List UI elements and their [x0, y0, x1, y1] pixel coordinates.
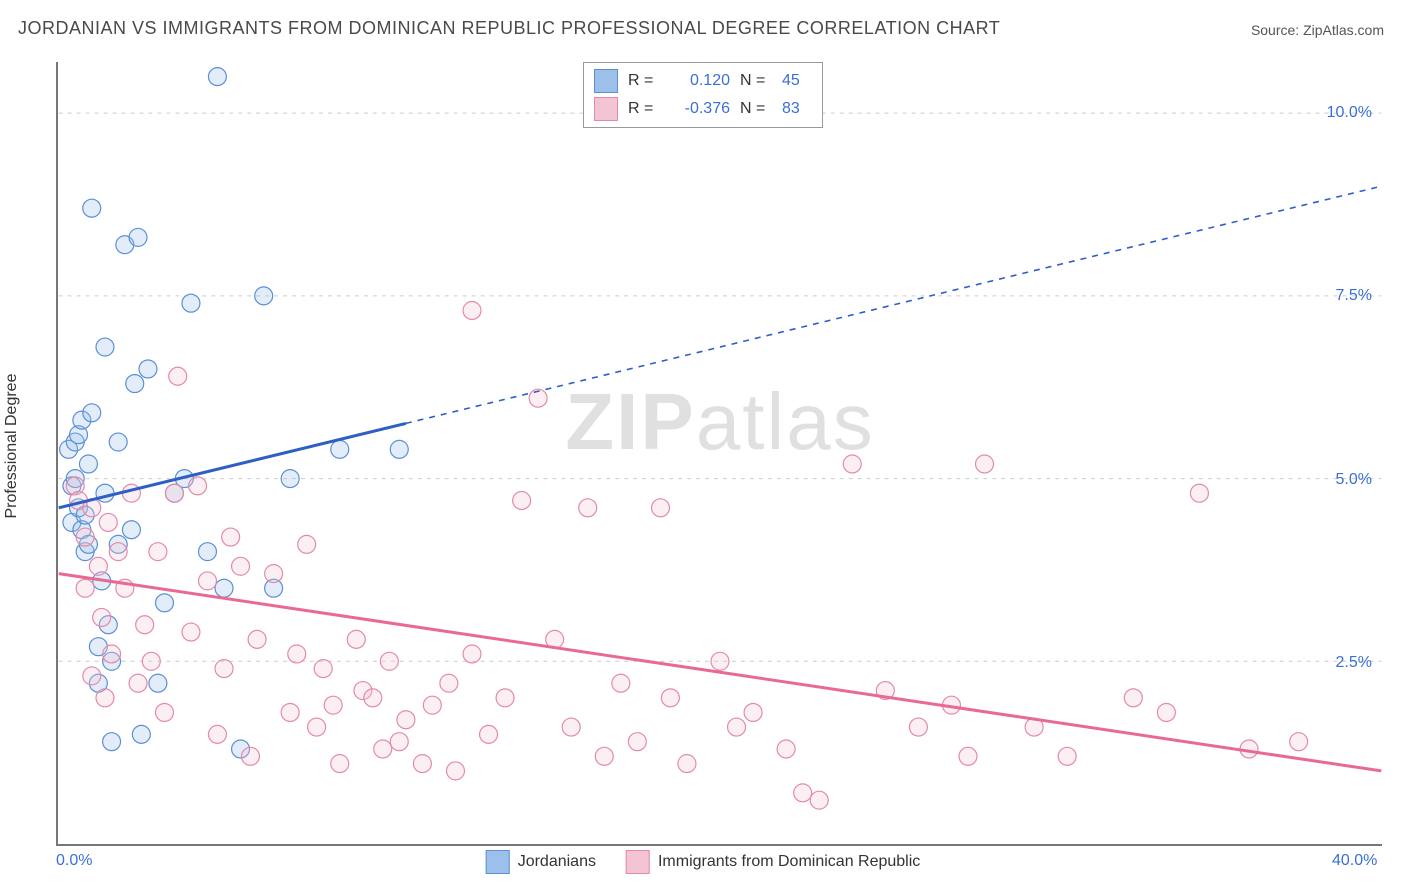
x-tick-label: 40.0%: [1332, 852, 1377, 870]
y-tick-label: 7.5%: [1336, 287, 1372, 305]
legend-series-swatch-0: [486, 850, 510, 874]
legend-r-value-1: -0.376: [670, 100, 730, 118]
legend-stats-row-0: R = 0.120 N = 45: [594, 67, 812, 95]
legend-n-value-1: 83: [782, 100, 812, 118]
chart-title: JORDANIAN VS IMMIGRANTS FROM DOMINICAN R…: [18, 18, 1000, 39]
legend-series-label-0: Jordanians: [518, 853, 596, 871]
legend-n-value-0: 45: [782, 72, 812, 90]
legend-n-label-1: N =: [740, 100, 772, 118]
chart-svg: [58, 62, 1382, 844]
plot-area: ZIPatlas 2.5%5.0%7.5%10.0%: [56, 62, 1382, 846]
legend-r-value-0: 0.120: [670, 72, 730, 90]
legend-stats: R = 0.120 N = 45 R = -0.376 N = 83: [583, 62, 823, 128]
legend-stats-row-1: R = -0.376 N = 83: [594, 95, 812, 123]
legend-series: Jordanians Immigrants from Dominican Rep…: [486, 850, 921, 874]
y-tick-label: 5.0%: [1336, 471, 1372, 489]
legend-series-swatch-1: [626, 850, 650, 874]
legend-series-item-1: Immigrants from Dominican Republic: [626, 850, 920, 874]
legend-r-label-0: R =: [628, 72, 660, 90]
source-attribution: Source: ZipAtlas.com: [1251, 22, 1384, 38]
legend-series-item-0: Jordanians: [486, 850, 596, 874]
y-tick-label: 2.5%: [1336, 654, 1372, 672]
legend-swatch-1: [594, 97, 618, 121]
legend-series-label-1: Immigrants from Dominican Republic: [658, 853, 920, 871]
legend-swatch-0: [594, 69, 618, 93]
x-tick-label: 0.0%: [56, 852, 92, 870]
y-tick-label: 10.0%: [1327, 104, 1372, 122]
y-axis-label: Professional Degree: [3, 374, 21, 519]
legend-r-label-1: R =: [628, 100, 660, 118]
legend-n-label-0: N =: [740, 72, 772, 90]
